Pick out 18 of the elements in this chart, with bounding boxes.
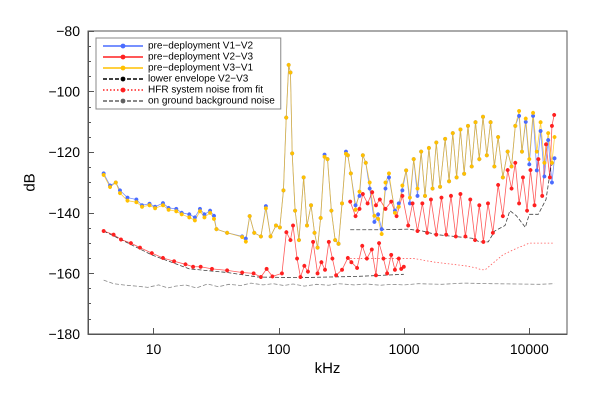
x-tick-label: 10 [146,341,162,357]
legend-label: HFR system noise from fit [148,84,264,96]
x-tick-label: 1000 [388,341,420,357]
y-tick-label: −180 [48,326,80,342]
y-tick-label: −140 [48,204,80,221]
legend-label: lower envelope V2−V3 [148,74,249,84]
legend-label: pre−deployment V2−V3 [148,52,254,62]
y-tick-label: −100 [48,84,80,100]
y-tick-label: −160 [48,265,80,282]
legend-label: pre−deployment V3−V1 [148,62,254,74]
x-tick-label: 100 [267,341,291,357]
legend-label: on ground background noise [148,96,276,106]
x-axis-title: kHz [314,360,340,377]
y-tick-label: −120 [48,144,80,160]
legend-label: pre−deployment V1−V2 [148,40,254,52]
y-tick-label: −80 [56,23,80,39]
y-axis-title: dB [22,173,39,192]
x-tick-label: 10000 [510,341,549,357]
